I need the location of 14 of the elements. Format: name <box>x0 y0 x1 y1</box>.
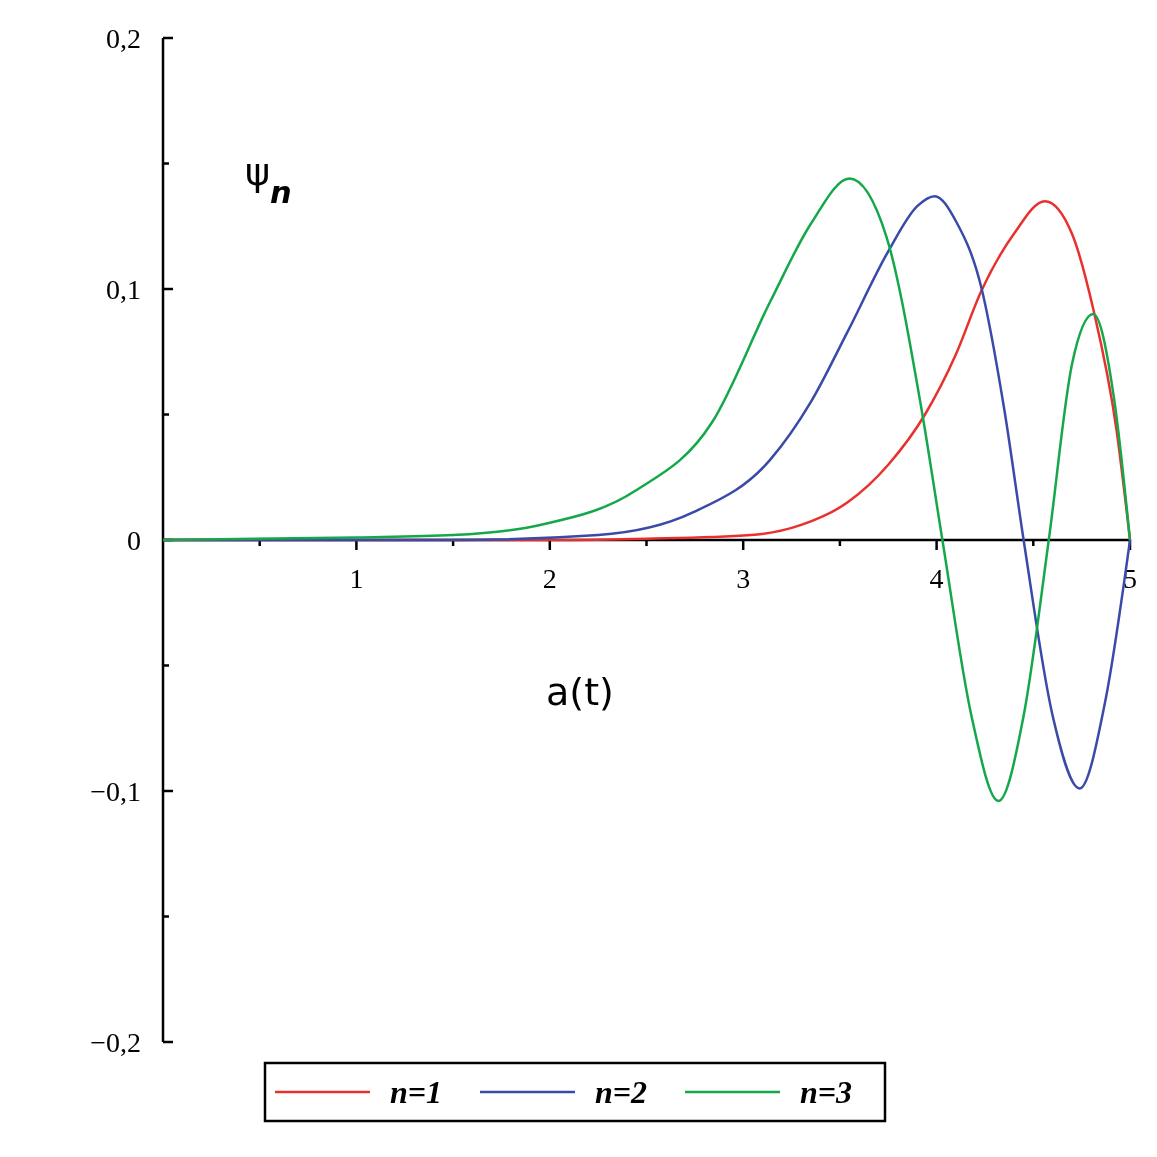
x-tick-label: 4 <box>929 563 944 594</box>
y-tick-label: −0,1 <box>90 775 141 807</box>
legend-label: n=2 <box>595 1074 648 1111</box>
y-tick-label: −0,2 <box>90 1026 141 1058</box>
y-tick-label: 0,1 <box>106 273 141 305</box>
y-tick-label: 0,2 <box>106 22 141 54</box>
legend-label: n=1 <box>390 1074 443 1111</box>
y-axis-title: ψ$_{n}$ <box>245 150 292 210</box>
x-tick-label: 1 <box>349 563 364 594</box>
legend-label: n=3 <box>800 1074 853 1111</box>
x-tick-label: 3 <box>736 563 751 594</box>
y-tick-label: 0 <box>127 524 141 556</box>
x-axis-title: a(t) <box>546 670 614 714</box>
x-tick-label: 2 <box>542 563 557 594</box>
